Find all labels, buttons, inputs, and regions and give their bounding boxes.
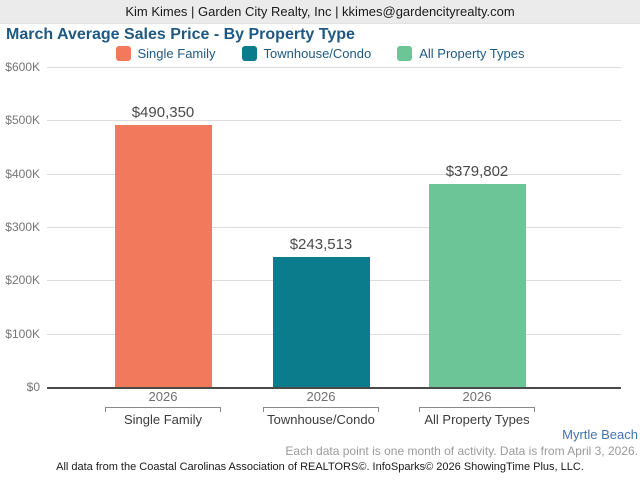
y-tick-label: $600K (5, 60, 40, 74)
y-tick-label: $200K (5, 273, 40, 288)
legend-item-townhouse-condo[interactable]: Townhouse/Condo (241, 45, 372, 61)
legend-swatch-icon (115, 45, 131, 61)
legend-label: All Property Types (419, 45, 525, 61)
bar-value-label: $243,513 (289, 236, 353, 254)
category-bracket (105, 407, 221, 412)
attribution-line: All data from the Coastal Carolinas Asso… (56, 461, 584, 473)
chart-title: March Average Sales Price - By Property … (6, 26, 355, 43)
x-axis: 2026 Single Family 2026 Townhouse/Condo 2026… (47, 389, 621, 431)
x-tick-year: 2026 (306, 389, 336, 404)
category-label: Townhouse/Condo (267, 412, 375, 427)
x-tick-year: 2026 (462, 389, 492, 404)
category-bracket (263, 407, 379, 412)
gridline (47, 173, 621, 175)
x-axis-group-townhouse-condo: 2026 Townhouse/Condo (246, 389, 396, 427)
bar-value-label: $379,802 (445, 163, 509, 181)
gridline (47, 67, 621, 68)
y-tick-label: $100K (5, 326, 40, 341)
x-tick-year: 2026 (148, 389, 178, 404)
legend-item-single-family[interactable]: Single Family (115, 45, 216, 61)
legend-swatch-icon (241, 45, 257, 61)
gridline (47, 120, 621, 122)
market-name-link[interactable]: Myrtle Beach (562, 427, 638, 442)
plot-area: $490,350 $243,513 $379,802 (47, 67, 621, 389)
y-tick-label: $0 (26, 380, 40, 394)
x-axis-group-all-property-types: 2026 All Property Types (402, 389, 552, 427)
category-label: All Property Types (424, 412, 530, 427)
y-tick-label: $400K (5, 166, 40, 181)
bar-single-family[interactable] (114, 125, 212, 387)
bar-value-label: $490,350 (131, 104, 195, 122)
bar-townhouse-condo[interactable] (272, 257, 370, 387)
x-axis-group-single-family: 2026 Single Family (88, 389, 238, 427)
category-label: Single Family (123, 412, 203, 427)
legend-item-all-property-types[interactable]: All Property Types (397, 45, 525, 61)
legend-label: Townhouse/Condo (263, 45, 372, 61)
legend-swatch-icon (397, 45, 413, 61)
legend: Single Family Townhouse/Condo All Property… (0, 44, 640, 62)
y-tick-label: $300K (5, 220, 40, 234)
agent-contact-line: Kim Kimes | Garden City Realty, Inc | kk… (125, 4, 515, 19)
y-tick-label: $500K (5, 113, 40, 128)
header-bar: Kim Kimes | Garden City Realty, Inc | kk… (0, 0, 640, 24)
category-bracket (419, 407, 535, 412)
legend-label: Single Family (137, 45, 216, 61)
gridline (47, 227, 621, 228)
bar-all-property-types[interactable] (428, 184, 526, 387)
x-axis-baseline (47, 387, 621, 389)
data-note: Each data point is one month of activity… (285, 444, 638, 458)
